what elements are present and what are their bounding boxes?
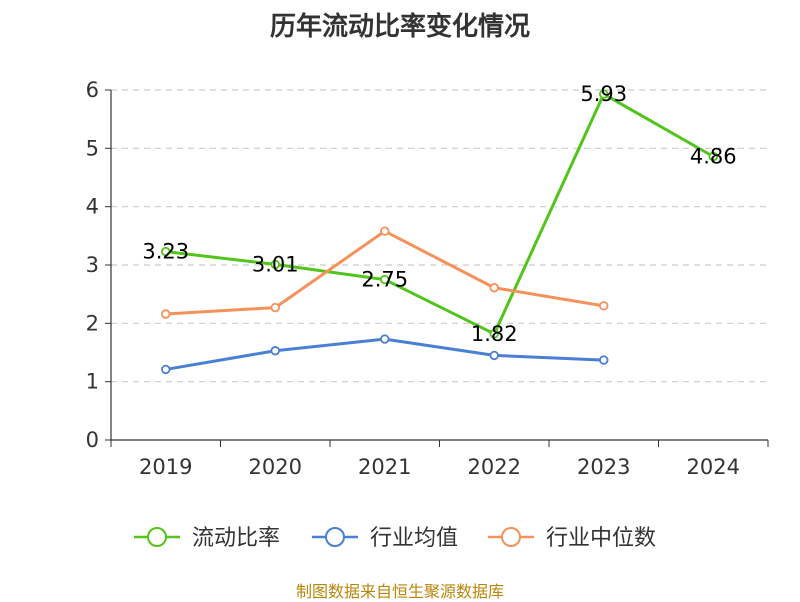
- data-label: 5.93: [580, 82, 627, 106]
- y-tick-label: 2: [86, 311, 99, 335]
- data-label: 3.23: [142, 240, 189, 264]
- y-tick-label: 6: [86, 78, 99, 102]
- data-point: [380, 226, 390, 236]
- data-point: [599, 301, 609, 311]
- chart-title: 历年流动比率变化情况: [269, 12, 530, 42]
- x-tick-label: 2019: [139, 455, 192, 479]
- data-point: [161, 309, 171, 319]
- x-tick-label: 2023: [577, 455, 630, 479]
- y-tick-label: 3: [86, 253, 99, 277]
- data-point: [708, 151, 718, 162]
- data-point: [599, 89, 609, 99]
- y-tick-label: 1: [86, 370, 99, 394]
- data-point: [161, 246, 171, 257]
- data-label: 1.82: [471, 322, 518, 346]
- legend-label: 行业均值: [370, 526, 458, 551]
- x-tick-label: 2021: [358, 455, 411, 479]
- x-tick-label: 2024: [687, 455, 740, 479]
- y-tick-label: 5: [86, 136, 99, 160]
- x-tick-label: 2020: [249, 455, 302, 479]
- y-tick-label: 4: [86, 195, 99, 219]
- data-source-note: 制图数据来自恒生聚源数据库: [295, 582, 504, 601]
- series-lines: [161, 89, 718, 375]
- data-labels: 3.23 3.01 2.75 1.82 5.93 4.86: [142, 82, 736, 346]
- legend-swatch-marker: [501, 527, 521, 547]
- legend-label: 流动比率: [192, 526, 280, 551]
- legend-swatch-marker: [325, 527, 345, 547]
- axes: 0 1 2 3 4 5 6 2019 2020 2021 2022 2023 2024: [86, 78, 769, 479]
- data-label: 2.75: [361, 268, 408, 292]
- legend: 流动比率 行业均值 行业中位数: [134, 526, 656, 551]
- data-point: [599, 355, 609, 365]
- data-point: [489, 329, 499, 339]
- data-point: [270, 302, 280, 313]
- data-point: [380, 274, 390, 285]
- data-point: [270, 259, 280, 270]
- legend-swatch-marker: [147, 527, 167, 547]
- data-label: 4.86: [690, 145, 737, 169]
- data-label: 3.01: [252, 252, 299, 276]
- gridlines: [111, 89, 768, 383]
- data-point: [489, 283, 499, 293]
- y-tick-label: 0: [86, 428, 99, 452]
- data-point: [161, 364, 171, 375]
- x-tick-label: 2022: [468, 455, 521, 479]
- legend-label: 行业中位数: [546, 526, 656, 551]
- data-point: [489, 350, 499, 361]
- series-line: [165, 92, 714, 336]
- data-point: [380, 334, 390, 344]
- data-point: [270, 346, 280, 356]
